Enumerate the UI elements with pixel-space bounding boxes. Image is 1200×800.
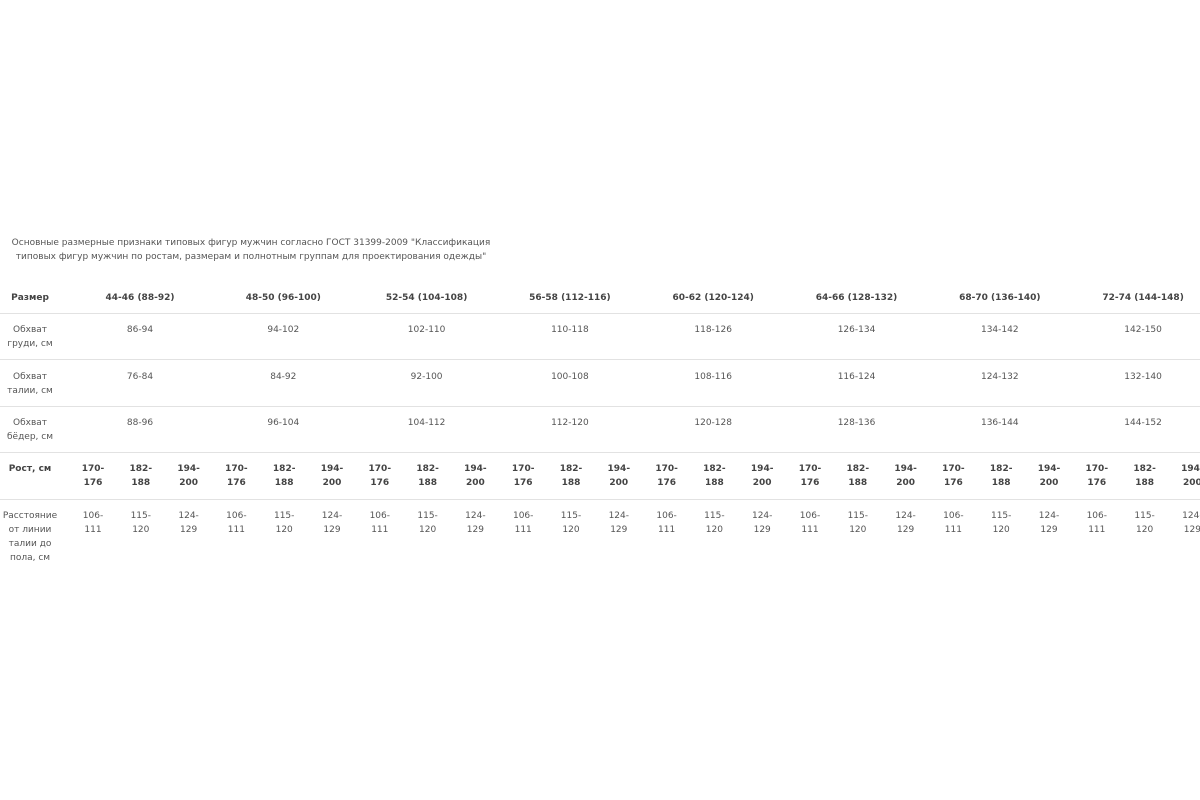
distance-value: 106-111 xyxy=(1086,511,1108,535)
size-header: 52-54 (104-108) xyxy=(385,293,468,303)
cell-value: 104-112 xyxy=(407,418,446,428)
height-value: 170-176 xyxy=(81,464,105,488)
distance-value: 106-111 xyxy=(82,511,104,535)
height-value: 170-176 xyxy=(368,464,392,488)
row-divider xyxy=(0,406,1200,407)
distance-value: 115-120 xyxy=(417,511,438,535)
size-header: 68-70 (136-140) xyxy=(959,293,1041,303)
size-header: 60-62 (120-124) xyxy=(672,293,754,303)
size-header: 44-46 (88-92) xyxy=(105,293,175,303)
height-value: 194-200 xyxy=(1181,464,1200,488)
cell-value: 142-150 xyxy=(1124,325,1162,335)
distance-value: 115-120 xyxy=(847,511,869,535)
distance-value: 115-120 xyxy=(130,511,152,535)
height-value: 170-176 xyxy=(798,464,822,488)
distance-value: 115-120 xyxy=(990,511,1012,535)
row-label: Обхват талии, см xyxy=(7,371,53,396)
distance-value: 124-129 xyxy=(465,511,486,535)
cell-value: 136-144 xyxy=(980,418,1019,428)
height-value: 194-200 xyxy=(320,464,344,488)
size-header: 56-58 (112-116) xyxy=(529,293,611,303)
cell-value: 84-92 xyxy=(270,371,297,382)
distance-value: 124-129 xyxy=(751,511,773,535)
height-value: 194-200 xyxy=(607,464,631,488)
height-value: 194-200 xyxy=(894,464,917,488)
cell-value: 86-94 xyxy=(126,325,154,335)
distance-value: 106-111 xyxy=(369,511,391,535)
distance-value: 106-111 xyxy=(943,511,964,535)
distance-value: 124-129 xyxy=(321,511,343,535)
caption: Основные размерные признаки типовых фигу… xyxy=(11,238,491,262)
row-divider xyxy=(0,359,1200,360)
cell-value: 116-124 xyxy=(837,371,876,382)
distance-value: 124-129 xyxy=(1182,511,1200,535)
cell-value: 76-84 xyxy=(126,371,154,382)
height-value: 182-188 xyxy=(559,464,583,488)
distance-value: 115-120 xyxy=(560,511,582,535)
distance-value: 106-111 xyxy=(799,511,821,535)
height-value: 194-200 xyxy=(464,464,487,488)
distance-value: 106-111 xyxy=(656,511,677,535)
cell-value: 94-102 xyxy=(267,325,300,335)
cell-value: 126-134 xyxy=(837,325,876,335)
height-value: 182-188 xyxy=(846,464,870,488)
row-label: Рост, см xyxy=(8,464,52,474)
cell-value: 144-152 xyxy=(1124,418,1162,428)
height-value: 182-188 xyxy=(1133,464,1156,488)
cell-value: 96-104 xyxy=(267,418,300,428)
cell-value: 120-128 xyxy=(694,418,732,428)
row-label: Обхват груди, см xyxy=(7,325,53,349)
header-label: Размер xyxy=(11,293,49,303)
cell-value: 88-96 xyxy=(126,418,154,428)
size-header: 72-74 (144-148) xyxy=(1102,293,1184,303)
cell-value: 124-132 xyxy=(980,371,1019,382)
cell-value: 128-136 xyxy=(837,418,876,428)
cell-value: 134-142 xyxy=(980,325,1019,335)
row-divider xyxy=(0,313,1200,314)
cell-value: 102-110 xyxy=(407,325,446,335)
row-label: Расстояние от линии талии до пола, см xyxy=(2,511,58,563)
distance-value: 115-120 xyxy=(1134,511,1155,535)
height-value: 182-188 xyxy=(416,464,439,488)
height-value: 182-188 xyxy=(129,464,153,488)
cell-value: 132-140 xyxy=(1124,371,1162,382)
row-label: Обхват бёдер, см xyxy=(6,418,54,442)
distance-value: 124-129 xyxy=(895,511,916,535)
distance-value: 124-129 xyxy=(178,511,199,535)
height-value: 194-200 xyxy=(177,464,200,488)
row-divider xyxy=(0,452,1200,453)
distance-value: 124-129 xyxy=(1038,511,1060,535)
height-value: 170-176 xyxy=(655,464,678,488)
height-value: 182-188 xyxy=(989,464,1013,488)
size-header: 48-50 (96-100) xyxy=(245,293,321,303)
height-value: 170-176 xyxy=(225,464,248,488)
size-header: 64-66 (128-132) xyxy=(815,293,898,303)
height-value: 170-176 xyxy=(942,464,965,488)
height-value: 182-188 xyxy=(703,464,726,488)
distance-value: 124-129 xyxy=(608,511,630,535)
cell-value: 112-120 xyxy=(551,418,589,428)
cell-value: 118-126 xyxy=(694,325,732,335)
cell-value: 108-116 xyxy=(694,371,732,382)
height-value: 182-188 xyxy=(272,464,296,488)
height-value: 170-176 xyxy=(1085,464,1109,488)
cell-value: 100-108 xyxy=(551,371,589,382)
distance-value: 115-120 xyxy=(273,511,295,535)
distance-value: 115-120 xyxy=(704,511,725,535)
cell-value: 92-100 xyxy=(410,371,443,382)
distance-value: 106-111 xyxy=(226,511,247,535)
row-divider xyxy=(0,499,1200,500)
distance-value: 106-111 xyxy=(512,511,534,535)
cell-value: 110-118 xyxy=(551,325,589,335)
height-value: 170-176 xyxy=(511,464,535,488)
height-value: 194-200 xyxy=(750,464,774,488)
height-value: 194-200 xyxy=(1037,464,1061,488)
